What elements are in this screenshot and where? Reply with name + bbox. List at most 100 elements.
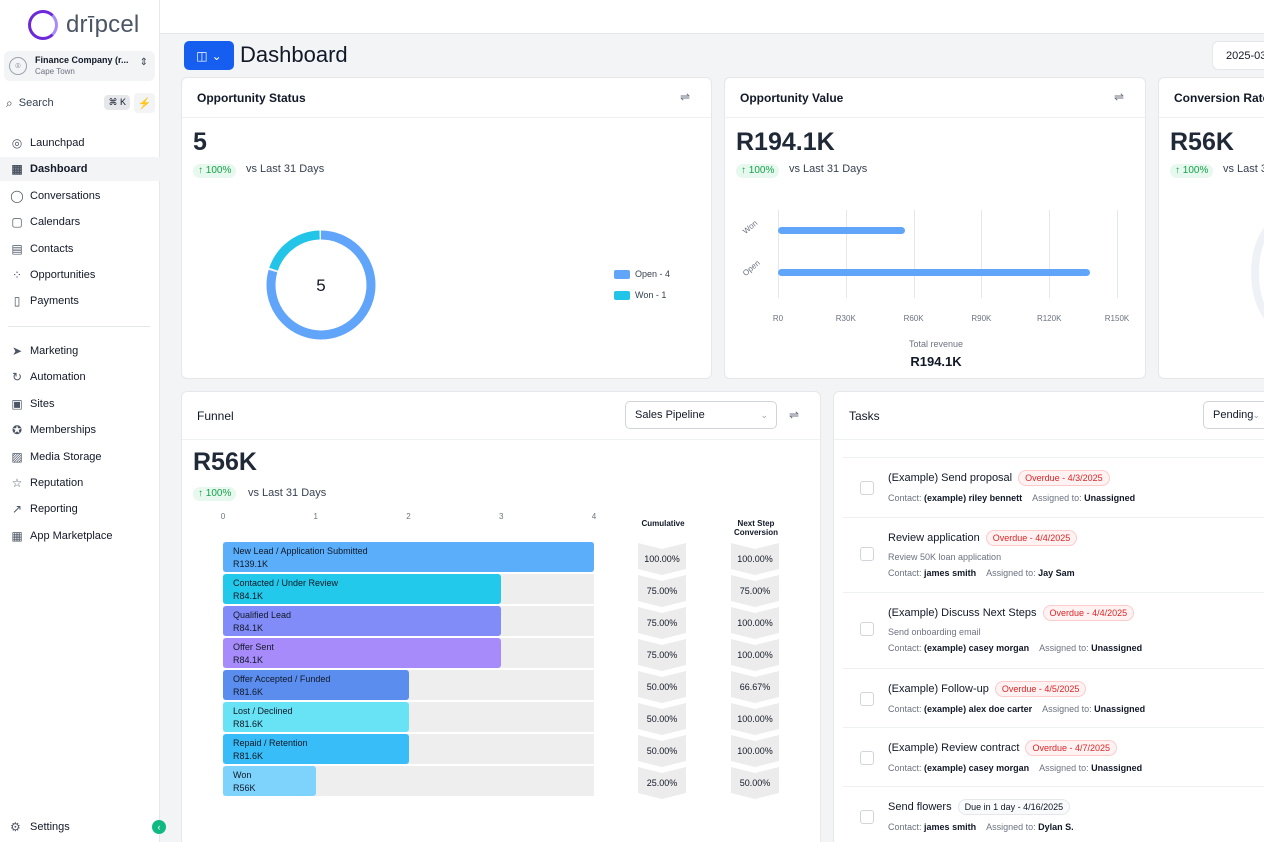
task-checkbox[interactable] [860, 481, 874, 495]
stage-name: Offer Accepted / Funded [233, 674, 331, 684]
sidebar-item-calendars[interactable]: ▢ Calendars [0, 210, 160, 234]
task-row[interactable]: (Example) Follow-up Overdue - 4/5/2025 Con… [843, 668, 1264, 727]
task-checkbox[interactable] [860, 751, 874, 765]
funnel-bar[interactable]: Offer Sent R84.1K [223, 638, 502, 668]
task-checkbox[interactable] [860, 547, 874, 561]
task-row[interactable]: Send flowers Due in 1 day - 4/16/2025 Cont… [843, 786, 1264, 842]
sidebar-item-app-marketplace[interactable]: ▦ App Marketplace [0, 524, 160, 548]
task-title[interactable]: Send flowers [888, 801, 952, 813]
app-logo[interactable]: drīpcel [28, 10, 139, 40]
task-title[interactable]: (Example) Send proposal [888, 472, 1013, 484]
due-badge: Due in 1 day - 4/16/2025 [957, 799, 1071, 815]
change-badge: ↑ 100% [736, 164, 780, 178]
task-checkbox[interactable] [860, 692, 874, 706]
chat-icon: ◯ [10, 188, 24, 203]
sidebar-item-contacts[interactable]: ▤ Contacts [0, 237, 160, 261]
funnel-bar[interactable]: Won R56K [223, 766, 316, 796]
search-button[interactable]: ⌕ Search ⌘ K [4, 93, 130, 113]
company-switcher[interactable]: ⌾ Finance Company (r... Cape Town ⇕ [4, 51, 155, 81]
sidebar-item-label: App Marketplace [30, 529, 113, 542]
x-tick-label: R30K [835, 314, 856, 323]
funnel-bar[interactable]: Qualified Lead R84.1K [223, 606, 502, 636]
filter-icon[interactable]: ⇌ [680, 90, 691, 104]
task-title[interactable]: Review application [888, 532, 980, 544]
sidebar-item-label: Settings [30, 821, 70, 833]
task-meta: Contact: james smith Assigned to: Dylan … [888, 822, 1074, 832]
funnel-bar[interactable]: Repaid / Retention R81.6K [223, 734, 409, 764]
funnel-bar[interactable]: Contacted / Under Review R84.1K [223, 574, 502, 604]
funnel-bar[interactable]: Offer Accepted / Funded R81.6K [223, 670, 409, 700]
sidebar-item-marketing[interactable]: ➤ Marketing [0, 339, 160, 363]
card-title: Conversion Rate [1174, 91, 1264, 105]
metric-value: R56K [193, 448, 257, 476]
total-revenue-value: R194.1K [910, 354, 962, 369]
sidebar: drīpcel ⌾ Finance Company (r... Cape Tow… [0, 0, 166, 842]
assignee-name: Unassigned [1091, 643, 1143, 653]
comparison-label: vs Last 3 [1223, 163, 1264, 175]
funnel-bar[interactable]: New Lead / Application Submitted R139.1K [223, 542, 594, 572]
sidebar-item-reporting[interactable]: ↗ Reporting [0, 497, 160, 521]
task-title[interactable]: (Example) Review contract [888, 742, 1020, 754]
task-checkbox[interactable] [860, 810, 874, 824]
task-row[interactable]: Review application Overdue - 4/4/2025 Revi… [843, 517, 1264, 592]
task-row[interactable]: (Example) Send proposal Overdue - 4/3/202… [843, 457, 1264, 517]
filter-icon[interactable]: ⇌ [789, 408, 800, 422]
x-tick-label: 1 [313, 512, 318, 521]
metric-value: R56K [1170, 128, 1234, 156]
sidebar-item-dashboard[interactable]: ▦ Dashboard [0, 157, 160, 182]
bar-open[interactable] [778, 269, 1091, 276]
pipeline-select[interactable]: Sales Pipeline ⌄ [625, 401, 777, 429]
task-title[interactable]: (Example) Discuss Next Steps [888, 607, 1037, 619]
sidebar-item-sites[interactable]: ▣ Sites [0, 392, 160, 416]
sidebar-item-label: Calendars [30, 216, 81, 229]
app-name: drīpcel [66, 11, 140, 38]
sidebar-item-media-storage[interactable]: ▨ Media Storage [0, 445, 160, 469]
quick-action-button[interactable]: ⚡ [134, 93, 155, 113]
sidebar-item-conversations[interactable]: ◯ Conversations [0, 184, 160, 208]
opportunity-status-card: Opportunity Status ⇌ 5 ↑ 100% vs Last 31… [181, 77, 712, 379]
stage-name: Offer Sent [233, 642, 274, 652]
sidebar-item-payments[interactable]: ▯ Payments [0, 289, 160, 313]
stage-name: Repaid / Retention [233, 738, 308, 748]
sidebar-item-settings[interactable]: ⚙ Settings [0, 816, 160, 838]
contact-name[interactable]: (example) alex doe carter [924, 704, 1033, 714]
dashboard-switcher-button[interactable]: ◫ ⌄ [184, 41, 234, 70]
gear-icon: ⚙ [10, 820, 21, 834]
collapse-sidebar-button[interactable]: ‹ [152, 820, 166, 834]
change-badge: ↑ 100% [193, 487, 237, 501]
legend-label: Open - 4 [635, 269, 671, 279]
sidebar-item-automation[interactable]: ↻ Automation [0, 365, 160, 389]
task-status-select[interactable]: Pending ⌄ [1203, 401, 1264, 429]
contact-name[interactable]: (example) casey morgan [924, 643, 1030, 653]
contact-name[interactable]: james smith [924, 568, 977, 578]
x-tick-label: 3 [499, 512, 504, 521]
task-checkbox[interactable] [860, 622, 874, 636]
sidebar-item-reputation[interactable]: ☆ Reputation [0, 471, 160, 495]
task-title[interactable]: (Example) Follow-up [888, 683, 989, 695]
task-row[interactable]: (Example) Review contract Overdue - 4/7/2… [843, 727, 1264, 786]
contact-name[interactable]: (example) riley bennett [924, 493, 1023, 503]
gridline [845, 210, 847, 298]
contact-name[interactable]: (example) casey morgan [924, 763, 1030, 773]
task-row[interactable]: (Example) Discuss Next Steps Overdue - 4/… [843, 592, 1264, 668]
card-title: Opportunity Status [197, 91, 306, 105]
metric-value: 5 [193, 128, 207, 156]
gridline [778, 210, 779, 298]
contact-name[interactable]: james smith [924, 822, 977, 832]
filter-icon[interactable]: ⇌ [1114, 90, 1125, 104]
nav-divider [8, 326, 150, 327]
sites-icon: ▣ [11, 396, 23, 411]
sidebar-item-opportunities[interactable]: ⁘ Opportunities [0, 263, 160, 287]
header-line: Next Step [737, 519, 775, 528]
task-meta: Contact: james smith Assigned to: Jay Sa… [888, 568, 1075, 578]
search-shortcut: ⌘ K [104, 95, 130, 110]
sidebar-item-launchpad[interactable]: ◎ Launchpad [0, 131, 160, 155]
opportunity-value-card: Opportunity Value ⇌ R194.1K ↑ 100% vs La… [724, 77, 1146, 379]
badge-icon: ✪ [11, 423, 23, 438]
date-range-picker[interactable]: 2025-03 [1212, 41, 1264, 70]
conversion-rate-card: Conversion Rate R56K ↑ 100% vs Last 3 [1158, 77, 1264, 379]
funnel-bar[interactable]: Lost / Declined R81.6K [223, 702, 409, 732]
sidebar-item-memberships[interactable]: ✪ Memberships [0, 418, 160, 442]
donut-slice-open[interactable] [266, 230, 376, 340]
bar-won[interactable] [778, 227, 905, 234]
